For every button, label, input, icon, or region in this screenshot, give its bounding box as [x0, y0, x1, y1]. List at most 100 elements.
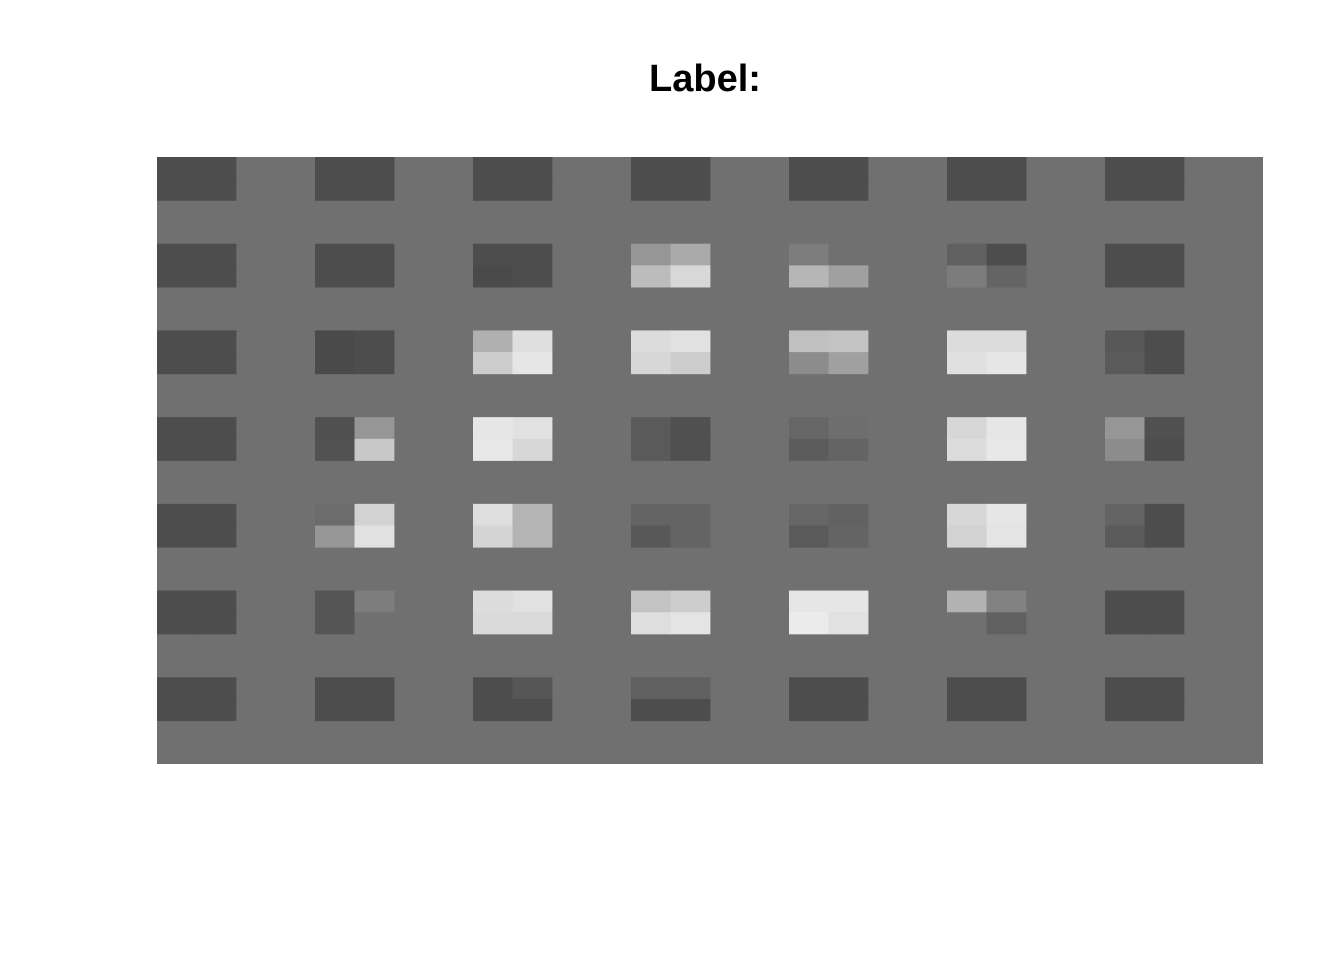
heatmap-cell	[512, 698, 553, 722]
heatmap-cell	[157, 352, 197, 375]
heatmap-cell	[157, 590, 197, 613]
heatmap-cell	[789, 677, 829, 700]
heatmap-cell	[157, 677, 197, 700]
heatmap-cell	[1105, 330, 1145, 353]
heatmap-cell	[354, 698, 395, 722]
heatmap-cell	[828, 503, 869, 526]
heatmap-cell	[512, 590, 553, 613]
heatmap-cell	[986, 503, 1027, 526]
heatmap-cell	[512, 330, 553, 353]
heatmap-cell	[789, 698, 829, 722]
heatmap-cell	[354, 590, 395, 613]
heatmap-cell	[670, 265, 711, 288]
heatmap-cell	[473, 330, 513, 353]
heatmap-cell	[828, 525, 869, 548]
heatmap-cell	[473, 352, 513, 375]
heatmap-cell	[354, 525, 395, 548]
heatmap-cell	[631, 503, 671, 526]
heatmap-cell	[196, 590, 237, 613]
chart-title: Label:	[649, 58, 761, 100]
heatmap-cell	[1144, 352, 1185, 375]
heatmap-cell	[473, 677, 513, 700]
heatmap-cell	[512, 438, 553, 461]
heatmap-cell	[670, 352, 711, 375]
heatmap-cell	[947, 590, 987, 613]
heatmap-cell	[512, 525, 553, 548]
heatmap-cell	[1144, 243, 1185, 266]
heatmap-cell	[986, 677, 1027, 700]
heatmap-cell	[512, 417, 553, 440]
heatmap-cell	[315, 157, 355, 180]
heatmap-cell	[354, 178, 395, 201]
heatmap-cell	[196, 265, 237, 288]
heatmap-cell	[157, 178, 197, 201]
heatmap-cell	[473, 417, 513, 440]
heatmap-cell	[1105, 352, 1145, 375]
heatmap-cell	[512, 503, 553, 526]
heatmap-cell	[789, 438, 829, 461]
heatmap-cell	[670, 525, 711, 548]
heatmap-cell	[1144, 525, 1185, 548]
heatmap-cell	[1105, 503, 1145, 526]
heatmap-cell	[196, 157, 237, 180]
heatmap-cell	[196, 525, 237, 548]
heatmap-cell	[354, 157, 395, 180]
heatmap-cell	[828, 330, 869, 353]
heatmap-cell	[986, 243, 1027, 266]
heatmap-cell	[670, 698, 711, 722]
heatmap-cell	[1105, 438, 1145, 461]
heatmap-cell	[1105, 157, 1145, 180]
heatmap-cell	[512, 612, 553, 635]
heatmap-cell	[947, 677, 987, 700]
heatmap-cell	[473, 243, 513, 266]
heatmap-cell	[1144, 438, 1185, 461]
heatmap-cell	[512, 178, 553, 201]
heatmap-cell	[670, 677, 711, 700]
heatmap-cell	[986, 178, 1027, 201]
heatmap-cell	[947, 503, 987, 526]
heatmap-cell	[947, 612, 987, 635]
heatmap-cell	[157, 525, 197, 548]
heatmap-cell	[670, 503, 711, 526]
heatmap-cell	[1105, 612, 1145, 635]
heatmap-cell	[512, 157, 553, 180]
heatmap-cell	[315, 612, 355, 635]
heatmap-cell	[670, 178, 711, 201]
heatmap-cell	[670, 590, 711, 613]
heatmap-cell	[196, 612, 237, 635]
heatmap-cell	[1105, 243, 1145, 266]
heatmap-cell	[1105, 417, 1145, 440]
heatmap-cell	[1105, 590, 1145, 613]
heatmap-cell	[196, 352, 237, 375]
heatmap-cell	[315, 243, 355, 266]
heatmap-cell	[315, 677, 355, 700]
heatmap-cell	[986, 157, 1027, 180]
heatmap-cell	[157, 157, 197, 180]
heatmap-cell	[828, 612, 869, 635]
heatmap-cell	[828, 265, 869, 288]
heatmap-cell	[196, 503, 237, 526]
heatmap-cell	[354, 677, 395, 700]
heatmap-cell	[631, 590, 671, 613]
heatmap-cell	[473, 178, 513, 201]
heatmap-cell	[1144, 178, 1185, 201]
heatmap-cell	[670, 243, 711, 266]
heatmap-cell	[947, 243, 987, 266]
heatmap-cell	[947, 265, 987, 288]
heatmap-cell	[473, 525, 513, 548]
heatmap-cell	[196, 178, 237, 201]
heatmap-cell	[828, 157, 869, 180]
heatmap-cell	[1144, 590, 1185, 613]
heatmap-cell	[1105, 265, 1145, 288]
heatmap-cell	[354, 503, 395, 526]
heatmap-cell	[828, 417, 869, 440]
heatmap-cell	[196, 243, 237, 266]
heatmap-cell	[315, 330, 355, 353]
heatmap-cell	[354, 243, 395, 266]
heatmap-cell	[315, 525, 355, 548]
heatmap-cell	[789, 157, 829, 180]
heatmap-cell	[157, 417, 197, 440]
heatmap-cell	[670, 330, 711, 353]
heatmap-cell	[473, 438, 513, 461]
heatmap-cell	[354, 352, 395, 375]
